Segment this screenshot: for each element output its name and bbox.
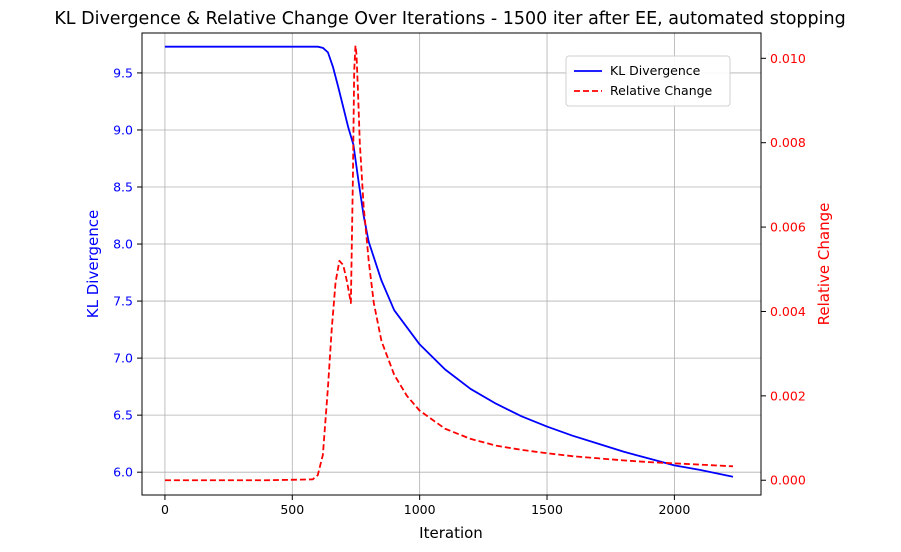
series-layer: [164, 44, 734, 482]
y-left-tick-label: 7.5: [113, 294, 133, 309]
plot-frame: [141, 32, 762, 496]
x-tick-label: 0: [161, 502, 169, 517]
y-left-tick-label: 9.5: [113, 65, 133, 80]
y-axis-right-title: Relative Change: [815, 203, 833, 326]
y-right-tick-label: 0.004: [770, 304, 806, 319]
series-line-kl-divergence: [164, 45, 734, 478]
legend-label-kl: KL Divergence: [610, 63, 701, 78]
legend-box: [565, 55, 731, 107]
y-left-tick-label: 6.0: [113, 465, 133, 480]
y-right-tick-label: 0.002: [770, 388, 806, 403]
y-right-tick-label: 0.000: [770, 473, 806, 488]
x-tick-label: 500: [280, 502, 304, 517]
y-left-tick-label: 9.0: [113, 122, 133, 137]
legend: KL Divergence Relative Change: [565, 55, 731, 107]
x-tick-label: 2000: [658, 502, 690, 517]
y-left-tick-label: 6.5: [113, 408, 133, 423]
y-right-tick-label: 0.006: [770, 220, 806, 235]
x-tick-label: 1500: [531, 502, 563, 517]
y-left-tick-label: 7.0: [113, 351, 133, 366]
axes: 0 500 1000 1500 2000 6.0 6.5 7.0 7.5 8.0 8.5 9.0 9.5…: [113, 51, 806, 517]
x-tick-label: 1000: [404, 502, 436, 517]
y-left-tick-label: 8.0: [113, 237, 133, 252]
series-line-relative-change: [164, 44, 734, 482]
chart-title: KL Divergence & Relative Change Over Ite…: [54, 9, 845, 29]
y-right-tick-label: 0.010: [770, 51, 806, 66]
legend-label-relchange: Relative Change: [610, 83, 713, 98]
y-right-tick-label: 0.008: [770, 135, 806, 150]
y-axis-left-title: KL Divergence: [84, 210, 102, 318]
y-left-tick-label: 8.5: [113, 180, 133, 195]
x-axis-title: Iteration: [419, 524, 483, 542]
